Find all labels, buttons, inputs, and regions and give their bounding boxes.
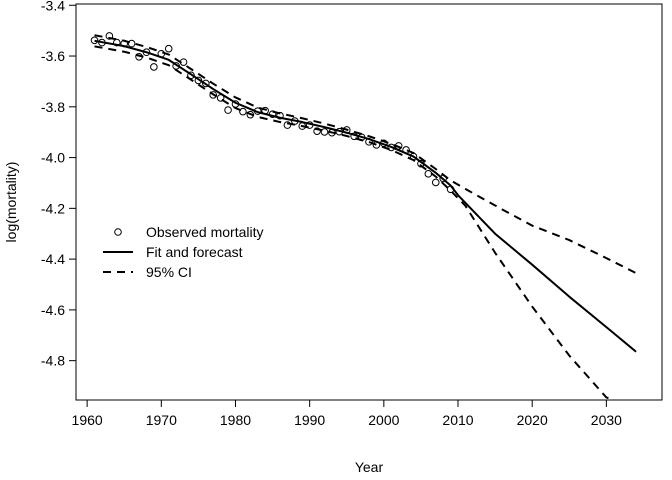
observed-point (283, 121, 292, 129)
y-tick-label: -4.0 (41, 150, 65, 166)
observed-point (150, 63, 158, 71)
x-axis-label: Year (355, 459, 384, 475)
y-tick-label: -3.8 (41, 99, 65, 115)
y-tick-label: -3.4 (41, 0, 65, 13)
observed-point (239, 107, 247, 116)
observed-point (90, 36, 99, 45)
y-tick-label: -3.6 (41, 48, 65, 64)
observed-point (209, 91, 218, 99)
x-tick-label: 2030 (591, 412, 622, 428)
y-tick-label: -4.2 (41, 200, 65, 216)
x-tick-label: 2000 (368, 412, 399, 428)
observed-point (105, 32, 114, 40)
observed-point (320, 128, 329, 136)
x-tick-label: 1960 (72, 412, 103, 428)
observed-point (112, 38, 121, 47)
plot-frame (75, 3, 663, 401)
x-tick-label: 1970 (146, 412, 177, 428)
legend: Observed mortality Fit and forecast 95% CI (103, 224, 263, 280)
x-tick-label: 1990 (294, 412, 325, 428)
series-layer (90, 32, 637, 401)
legend-label: Observed mortality (146, 224, 263, 240)
y-tick-label: -4.4 (41, 251, 65, 267)
axes-layer: 1960 1970 1980 1990 2000 2010 2020 2030 -3.4 -3.6… (3, 0, 663, 475)
observed-point (202, 79, 210, 88)
ci-lower-line (94, 45, 615, 401)
observed-point (431, 178, 440, 187)
x-tick-label: 1980 (220, 412, 251, 428)
legend-label: 95% CI (146, 264, 192, 280)
y-axis-label: log(mortality) (3, 162, 19, 243)
x-tick-label: 2010 (442, 412, 473, 428)
fit-forecast-line (94, 39, 637, 353)
observed-point (224, 106, 232, 114)
observed-point (164, 44, 173, 53)
y-tick-label: -4.8 (41, 353, 65, 369)
observed-point (313, 127, 321, 135)
ci-upper-line (94, 34, 637, 274)
x-tick-label: 2020 (517, 412, 548, 428)
legend-label: Fit and forecast (146, 244, 243, 260)
y-tick-label: -4.6 (41, 302, 65, 318)
observed-point (127, 39, 136, 48)
legend-marker-circle (114, 228, 122, 236)
